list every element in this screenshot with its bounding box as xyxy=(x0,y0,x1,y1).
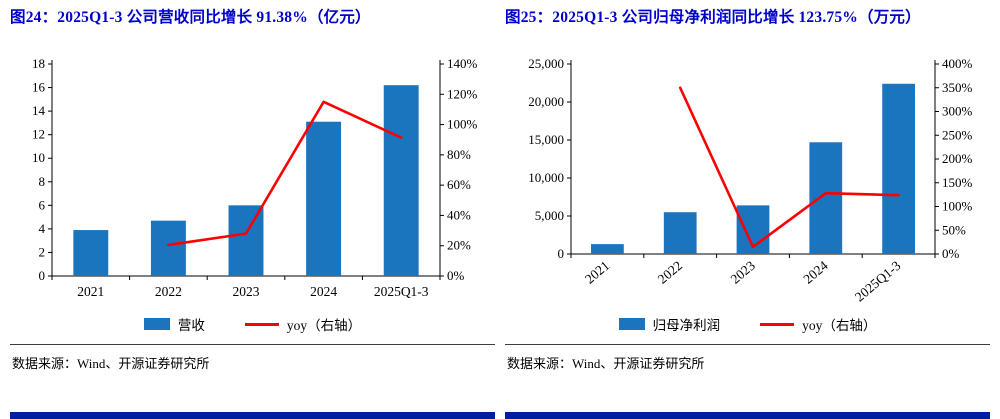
net-profit-chart-area: 0 5,000 10,000 15,000 20,000 25,000 0% 50% 100% 1… xyxy=(505,54,990,306)
bar-series-swatch-icon xyxy=(143,318,170,330)
data-source-note: 数据来源：Wind、开源证券研究所 xyxy=(12,356,210,371)
svg-text:350%: 350% xyxy=(942,80,973,95)
svg-text:8: 8 xyxy=(38,174,45,189)
svg-text:2021: 2021 xyxy=(77,284,104,299)
svg-text:0%: 0% xyxy=(447,268,465,283)
revenue-legend: 营收 yoy（右轴） xyxy=(10,310,495,338)
svg-text:40%: 40% xyxy=(447,207,471,222)
svg-text:60%: 60% xyxy=(447,177,471,192)
legend-item: yoy（右轴） xyxy=(760,314,876,334)
svg-text:0%: 0% xyxy=(942,246,960,261)
legend-label: yoy（右轴） xyxy=(802,318,877,333)
svg-text:2021: 2021 xyxy=(582,258,612,287)
svg-text:120%: 120% xyxy=(447,86,478,101)
svg-text:6: 6 xyxy=(38,197,45,212)
svg-text:2023: 2023 xyxy=(727,258,758,287)
svg-text:2023: 2023 xyxy=(232,284,259,299)
svg-text:4: 4 xyxy=(38,221,45,236)
source-divider xyxy=(10,344,495,345)
svg-text:250%: 250% xyxy=(942,127,973,142)
legend-label: 营收 xyxy=(177,318,205,333)
svg-text:2: 2 xyxy=(38,244,45,259)
svg-text:5,000: 5,000 xyxy=(534,208,563,223)
net-profit-chart: 0 5,000 10,000 15,000 20,000 25,000 0% 50% 100% 1… xyxy=(528,56,973,305)
legend-label: 归母净利润 xyxy=(652,318,721,333)
panel-title: 图24：2025Q1-3 公司营收同比增长 91.38%（亿元） xyxy=(10,9,371,26)
svg-text:14: 14 xyxy=(32,103,46,118)
svg-text:0: 0 xyxy=(557,246,564,261)
bar-series-swatch-icon xyxy=(618,318,645,330)
revenue-panel: 图24：2025Q1-3 公司营收同比增长 91.38%（亿元） 0 2 4 6 8 10… xyxy=(10,6,495,419)
net-profit-panel: 图25：2025Q1-3 公司归母净利润同比增长 123.75%（万元） 0 5,… xyxy=(505,6,990,419)
svg-text:25,000: 25,000 xyxy=(528,56,564,71)
svg-text:15,000: 15,000 xyxy=(528,132,564,147)
svg-text:300%: 300% xyxy=(942,104,973,119)
svg-text:150%: 150% xyxy=(942,175,973,190)
footer-rule xyxy=(10,412,495,419)
line-series-swatch-icon xyxy=(244,322,279,326)
legend-item: yoy（右轴） xyxy=(244,314,362,334)
svg-text:2024: 2024 xyxy=(800,258,831,287)
revenue-chart-area: 0 2 4 6 8 10 12 14 16 18 0% 20% 40% 60% 80% 100% 120% 140… xyxy=(10,54,495,306)
svg-text:2025Q1-3: 2025Q1-3 xyxy=(851,258,903,305)
svg-text:20%: 20% xyxy=(447,238,471,253)
svg-text:100%: 100% xyxy=(447,117,478,132)
svg-text:400%: 400% xyxy=(942,56,973,71)
svg-text:0: 0 xyxy=(38,268,45,283)
revenue-chart: 0 2 4 6 8 10 12 14 16 18 0% 20% 40% 60% 80% 100% 120% 140… xyxy=(32,56,478,299)
legend-label: yoy（右轴） xyxy=(286,318,362,333)
svg-text:2022: 2022 xyxy=(154,284,181,299)
svg-text:100%: 100% xyxy=(942,199,973,214)
svg-text:18: 18 xyxy=(32,56,45,71)
svg-text:16: 16 xyxy=(32,80,46,95)
svg-text:80%: 80% xyxy=(447,147,471,162)
svg-text:10,000: 10,000 xyxy=(528,170,564,185)
line-series-swatch-icon xyxy=(760,322,795,326)
source-divider xyxy=(505,344,990,345)
svg-text:2025Q1-3: 2025Q1-3 xyxy=(373,284,428,299)
svg-text:20,000: 20,000 xyxy=(528,94,564,109)
svg-text:12: 12 xyxy=(32,127,45,142)
svg-text:2022: 2022 xyxy=(654,258,684,287)
svg-text:10: 10 xyxy=(32,150,45,165)
svg-text:200%: 200% xyxy=(942,151,973,166)
svg-text:2024: 2024 xyxy=(310,284,337,299)
net-profit-legend: 归母净利润 yoy（右轴） xyxy=(505,310,990,338)
svg-text:50%: 50% xyxy=(942,222,966,237)
legend-item: 归母净利润 xyxy=(618,314,721,334)
legend-item: 营收 xyxy=(143,314,205,334)
svg-text:140%: 140% xyxy=(447,56,478,71)
data-source-note: 数据来源：Wind、开源证券研究所 xyxy=(507,356,705,371)
panel-title: 图25：2025Q1-3 公司归母净利润同比增长 123.75%（万元） xyxy=(505,9,921,26)
footer-rule xyxy=(505,412,990,419)
